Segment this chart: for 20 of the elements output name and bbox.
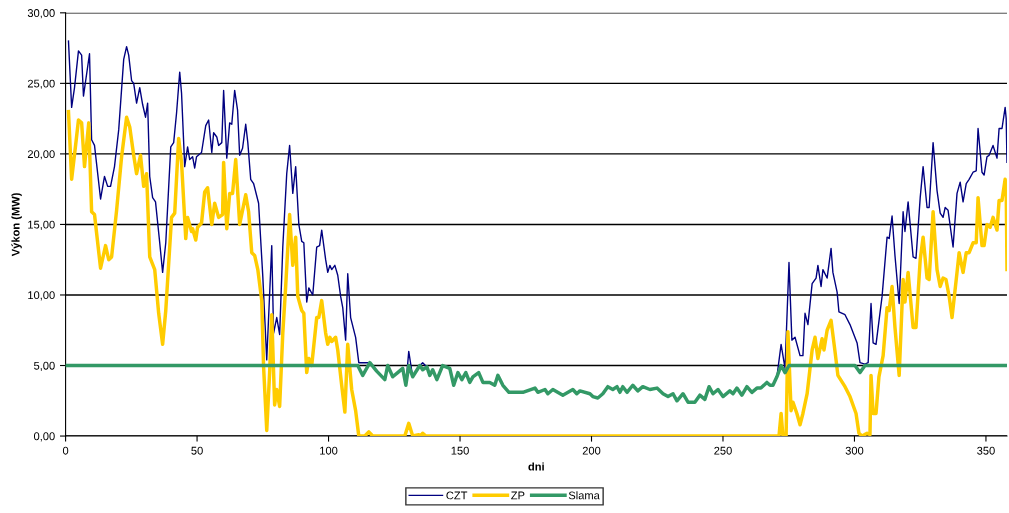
y-tick-label: 0,00 (33, 432, 55, 442)
x-tick-label: 0 (62, 446, 69, 455)
x-tick-label: 100 (320, 446, 338, 455)
x-tick-label: 250 (714, 446, 732, 455)
legend-label: ZP (511, 491, 525, 500)
x-tick-label: 300 (845, 446, 864, 455)
y-axis-title: Výkon (MW) (11, 193, 22, 257)
y-tick-label: 5,00 (33, 361, 55, 371)
x-axis-title: dni (528, 462, 544, 471)
y-tick-label: 25,00 (27, 79, 55, 89)
x-tick-label: 50 (191, 446, 203, 455)
y-tick-label: 10,00 (28, 291, 55, 301)
x-tick-label: 150 (451, 446, 469, 455)
x-tick-label: 200 (582, 446, 601, 455)
legend-label: CZT (446, 491, 468, 500)
y-tick-label: 20,00 (27, 150, 55, 160)
x-tick-label: 350 (977, 446, 995, 455)
y-tick-label: 30,00 (27, 9, 55, 19)
legend-label: Slama (568, 491, 600, 500)
y-tick-label: 15,00 (28, 220, 55, 230)
